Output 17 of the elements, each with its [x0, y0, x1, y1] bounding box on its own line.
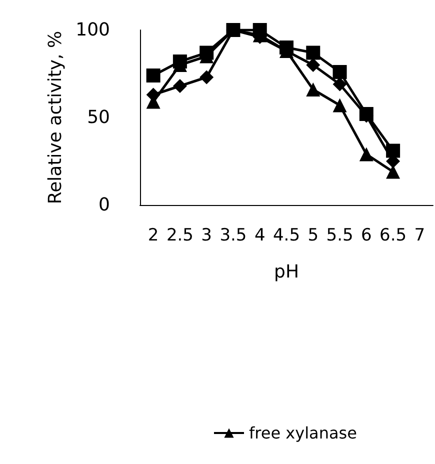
y-tick-label: 50: [87, 107, 110, 128]
x-tick-label: 2: [148, 226, 159, 246]
x-tick-label: 7: [414, 226, 426, 246]
x-tick-label: 5.5: [326, 226, 354, 246]
x-axis-title: pH: [274, 262, 299, 282]
x-tick-label: 5: [308, 226, 319, 246]
legend-label: free xylanase: [249, 424, 357, 442]
x-tick-label: 4.5: [272, 226, 300, 246]
x-tick-label: 3.5: [220, 226, 247, 246]
y-tick-label: 0: [98, 194, 110, 216]
y-axis-title: Relative activity, %: [45, 30, 66, 204]
x-tick-label: 6.5: [380, 226, 407, 246]
x-tick-label: 2.5: [166, 226, 194, 246]
x-tick-label: 3: [201, 226, 212, 246]
y-tick-label: 100: [76, 20, 110, 40]
x-tick-label: 6: [360, 226, 372, 246]
x-tick-label: 4: [254, 226, 266, 246]
